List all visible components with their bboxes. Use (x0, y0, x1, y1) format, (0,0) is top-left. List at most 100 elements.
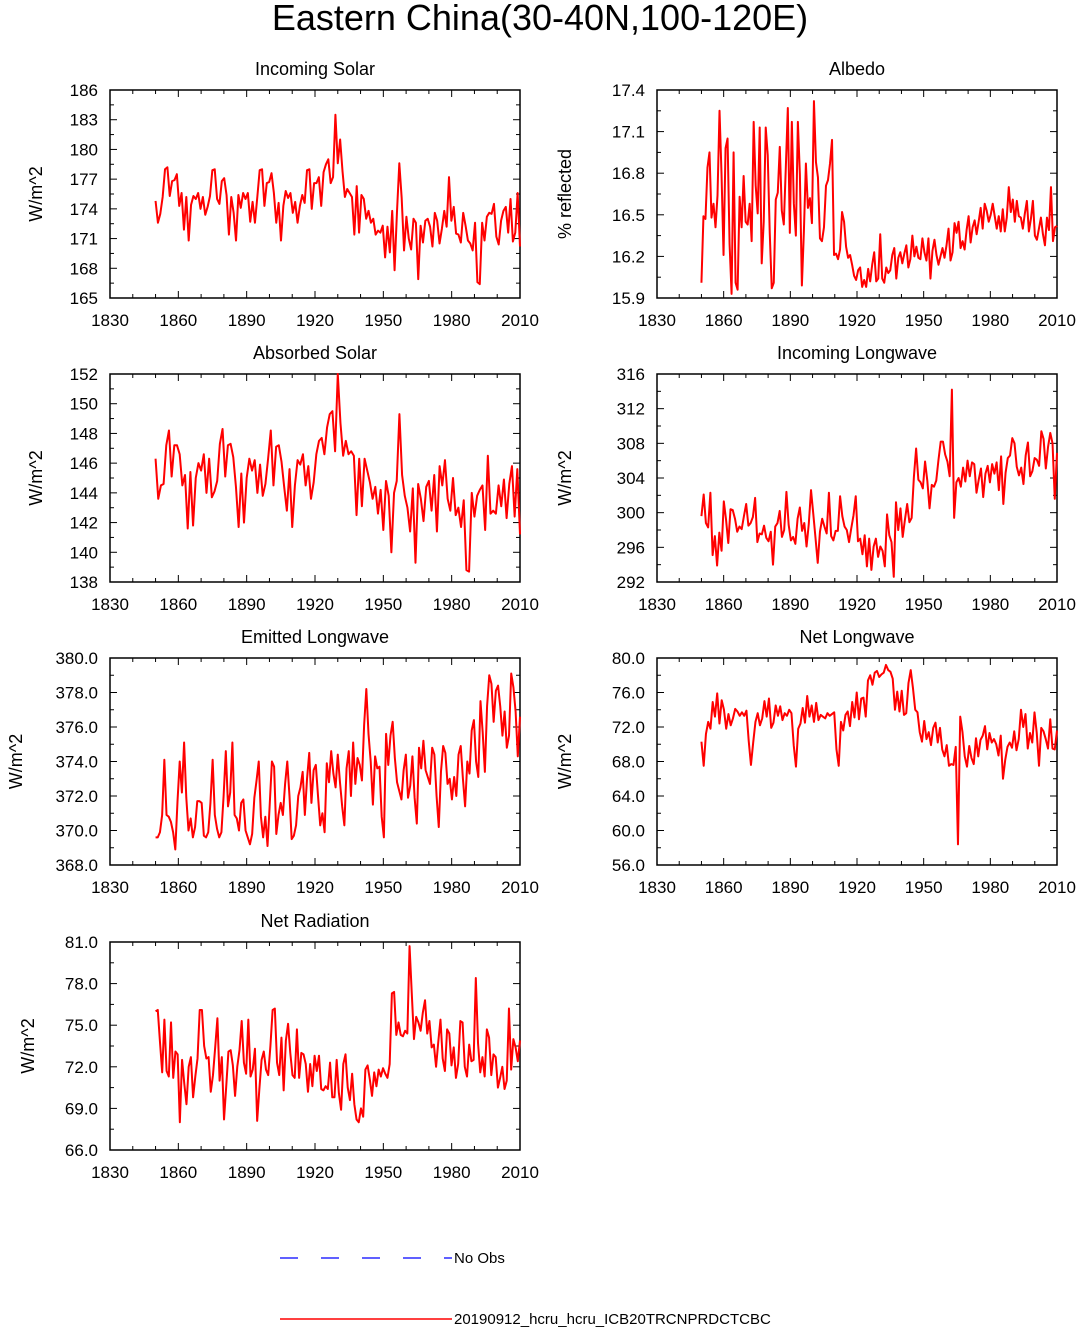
x-tick-label: 1890 (228, 311, 266, 330)
x-tick-label: 1980 (433, 311, 471, 330)
y-tick-label: 75.0 (65, 1016, 98, 1035)
y-tick-label: 165 (70, 289, 98, 308)
y-tick-label: 376.0 (55, 718, 98, 737)
x-tick-label: 1830 (91, 1163, 129, 1182)
y-tick-label: 16.2 (612, 247, 645, 266)
y-tick-label: 378.0 (55, 684, 98, 703)
y-tick-label: 16.5 (612, 206, 645, 225)
y-tick-label: 68.0 (612, 753, 645, 772)
y-tick-label: 148 (70, 424, 98, 443)
y-tick-label: 308 (617, 434, 645, 453)
panel-albedo: Albedo 1830 1860 1890 1920 1950 1980 2010 15.9 16… (555, 59, 1076, 330)
panel-net-longwave: Net Longwave 1830 1860 1890 1920 1950 1980 2010… (555, 627, 1076, 897)
series-line (700, 388, 1058, 578)
y-tick-label: 374.0 (55, 753, 98, 772)
x-tick-label: 1980 (433, 878, 471, 897)
x-tick-label: 2010 (501, 595, 539, 614)
panel-title: Albedo (829, 59, 885, 79)
plot-frame (109, 89, 521, 299)
x-tick-label: 1830 (91, 311, 129, 330)
y-tick-label: 312 (617, 400, 645, 419)
y-tick-label: 140 (70, 543, 98, 562)
y-tick-label: 292 (617, 573, 645, 592)
series-line (155, 945, 521, 1124)
y-tick-label: 304 (617, 469, 645, 488)
y-axis-label: % reflected (555, 149, 575, 239)
x-tick-label: 1920 (838, 595, 876, 614)
x-tick-label: 1890 (771, 311, 809, 330)
x-tick-label: 1920 (296, 595, 334, 614)
x-tick-label: 1950 (364, 1163, 402, 1182)
x-tick-label: 1920 (296, 311, 334, 330)
x-tick-label: 1830 (638, 595, 676, 614)
panel-emitted-longwave: Emitted Longwave 1830 1860 1890 1920 1950 1980… (6, 627, 539, 897)
x-tick-label: 1950 (905, 878, 943, 897)
panel-title: Absorbed Solar (253, 343, 377, 363)
x-tick-label: 1950 (364, 595, 402, 614)
y-tick-label: 56.0 (612, 856, 645, 875)
y-tick-label: 368.0 (55, 856, 98, 875)
y-tick-label: 142 (70, 514, 98, 533)
x-tick-label: 2010 (1038, 878, 1076, 897)
panel-net-radiation: Net Radiation 1830 1860 1890 1920 1950 1980 201… (18, 911, 539, 1182)
y-tick-label: 296 (617, 538, 645, 557)
y-tick-label: 150 (70, 395, 98, 414)
y-tick-label: 64.0 (612, 787, 645, 806)
legend-model-label: 20190912_hcru_hcru_ICB20TRCNPRDCTCBC (454, 1311, 771, 1328)
y-tick-label: 17.4 (612, 81, 645, 100)
x-tick-label: 1890 (228, 878, 266, 897)
panel-absorbed-solar: Absorbed Solar 1830 1860 1890 1920 1950 1980 20… (26, 343, 539, 614)
y-tick-label: 80.0 (612, 649, 645, 668)
x-tick-label: 1920 (838, 311, 876, 330)
x-tick-label: 1980 (971, 311, 1009, 330)
y-tick-label: 316 (617, 365, 645, 384)
panel-title: Incoming Solar (255, 59, 375, 79)
x-tick-label: 1860 (159, 1163, 197, 1182)
x-tick-label: 1830 (91, 878, 129, 897)
x-tick-label: 1890 (228, 1163, 266, 1182)
y-axis-label: W/m^2 (555, 450, 575, 505)
y-tick-label: 78.0 (65, 975, 98, 994)
x-tick-label: 1890 (228, 595, 266, 614)
y-tick-label: 300 (617, 504, 645, 523)
x-tick-label: 1860 (159, 311, 197, 330)
y-axis-label: W/m^2 (6, 734, 26, 789)
x-tick-label: 2010 (501, 311, 539, 330)
y-tick-label: 76.0 (612, 684, 645, 703)
y-axis-label: W/m^2 (18, 1018, 38, 1073)
x-tick-label: 1980 (971, 878, 1009, 897)
panel-incoming-longwave: Incoming Longwave 1830 1860 1890 1920 1950 198… (555, 343, 1076, 614)
y-tick-label: 146 (70, 454, 98, 473)
x-tick-label: 1890 (771, 878, 809, 897)
series-line (154, 373, 521, 573)
y-axis-label: W/m^2 (26, 450, 46, 505)
y-tick-label: 171 (70, 230, 98, 249)
x-tick-label: 2010 (1038, 311, 1076, 330)
panel-incoming-solar: Incoming Solar 1830 1860 1890 1920 1950 1980 20… (26, 59, 539, 330)
y-tick-label: 152 (70, 365, 98, 384)
panels: Incoming Solar 1830 1860 1890 1920 1950 1980 20… (6, 59, 1076, 1182)
y-tick-label: 186 (70, 81, 98, 100)
series-line (700, 663, 1058, 846)
x-tick-label: 1950 (364, 878, 402, 897)
legend: No Obs 20190912_hcru_hcru_ICB20TRCNPRDCT… (280, 1250, 771, 1328)
x-tick-label: 1860 (705, 878, 743, 897)
panel-title: Incoming Longwave (777, 343, 937, 363)
y-tick-label: 15.9 (612, 289, 645, 308)
x-tick-label: 1950 (905, 311, 943, 330)
y-tick-label: 60.0 (612, 822, 645, 841)
y-tick-label: 16.8 (612, 164, 645, 183)
x-tick-label: 1950 (364, 311, 402, 330)
x-tick-label: 1980 (433, 595, 471, 614)
y-tick-label: 372.0 (55, 787, 98, 806)
x-tick-label: 1830 (91, 595, 129, 614)
x-tick-label: 1860 (705, 595, 743, 614)
x-tick-label: 1830 (638, 878, 676, 897)
x-tick-label: 2010 (501, 1163, 539, 1182)
y-axis-label: W/m^2 (555, 734, 575, 789)
plot-frame (656, 657, 1058, 866)
x-tick-label: 1920 (296, 1163, 334, 1182)
panel-title: Net Longwave (799, 627, 914, 647)
x-tick-label: 1860 (159, 595, 197, 614)
